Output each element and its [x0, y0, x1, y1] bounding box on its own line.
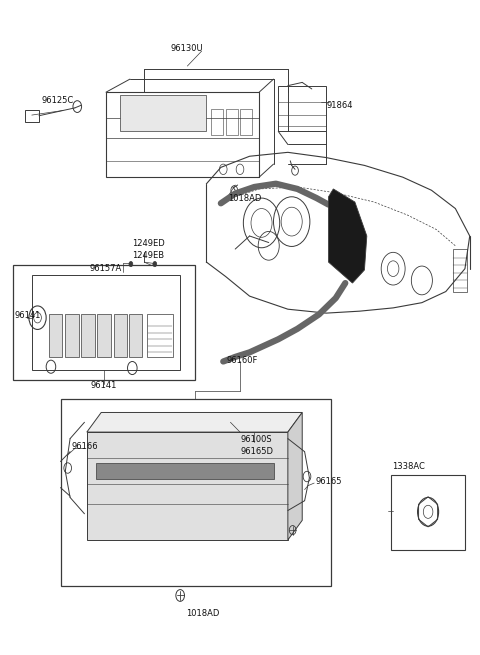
Bar: [96, 463, 274, 479]
Bar: [97, 314, 111, 357]
Text: 91864: 91864: [326, 101, 353, 110]
Text: 96141: 96141: [91, 381, 117, 390]
Bar: [240, 109, 252, 135]
Bar: [60, 400, 331, 586]
Circle shape: [129, 261, 133, 267]
Bar: [24, 110, 39, 122]
Text: 96100S: 96100S: [241, 436, 273, 445]
Text: 96141: 96141: [14, 310, 40, 320]
Text: 96130U: 96130U: [170, 44, 203, 53]
Text: 96166: 96166: [72, 442, 98, 451]
Polygon shape: [328, 189, 367, 283]
Text: 96157A: 96157A: [89, 264, 121, 273]
Text: 96125C: 96125C: [41, 96, 73, 105]
Bar: [12, 265, 194, 380]
Polygon shape: [288, 413, 302, 540]
Bar: [278, 86, 326, 132]
Text: 1338AC: 1338AC: [392, 462, 425, 470]
Bar: [453, 249, 468, 291]
Bar: [81, 314, 95, 357]
Polygon shape: [87, 413, 302, 432]
Circle shape: [153, 261, 157, 267]
Bar: [226, 109, 238, 135]
Bar: [48, 314, 62, 357]
Bar: [129, 314, 143, 357]
Text: 1018AD: 1018AD: [186, 609, 220, 618]
Bar: [114, 314, 127, 357]
Text: 1018AD: 1018AD: [228, 194, 262, 202]
Text: 96165D: 96165D: [241, 447, 274, 456]
Bar: [120, 96, 206, 132]
Bar: [391, 475, 465, 550]
Bar: [65, 314, 79, 357]
Bar: [147, 314, 173, 357]
Text: 1249ED: 1249ED: [132, 239, 165, 248]
Bar: [106, 92, 259, 177]
Text: 96165: 96165: [316, 477, 342, 486]
Bar: [32, 275, 180, 370]
Polygon shape: [87, 432, 288, 540]
Text: 1249EB: 1249EB: [132, 251, 165, 260]
Text: 96160F: 96160F: [227, 356, 258, 365]
Bar: [211, 109, 223, 135]
